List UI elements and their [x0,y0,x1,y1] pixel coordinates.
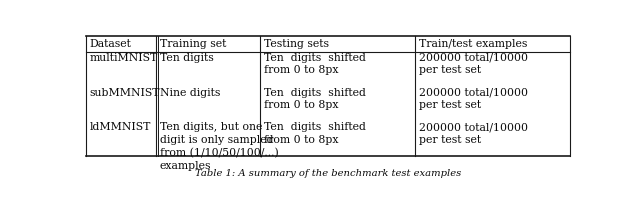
Text: Dataset: Dataset [90,39,131,49]
Text: subMMNIST: subMMNIST [90,88,160,98]
Text: Ten digits, but one
digit is only sampled
from (1/10/50/100/...)
examples: Ten digits, but one digit is only sample… [159,122,278,171]
Text: Ten digits: Ten digits [159,53,213,63]
Text: 200000 total/10000
per test set: 200000 total/10000 per test set [419,53,527,76]
Text: multiMNIST: multiMNIST [90,53,157,63]
Text: 200000 total/10000
per test set: 200000 total/10000 per test set [419,88,527,110]
Text: Ten  digits  shifted
from 0 to 8px: Ten digits shifted from 0 to 8px [264,53,365,76]
Text: Training set: Training set [159,39,226,49]
Text: Testing sets: Testing sets [264,39,329,49]
Text: Nine digits: Nine digits [159,88,220,98]
Text: Train/test examples: Train/test examples [419,39,527,49]
Text: 200000 total/10000
per test set: 200000 total/10000 per test set [419,122,527,145]
Text: ldMMNIST: ldMMNIST [90,122,151,132]
Text: Table 1: A summary of the benchmark test examples: Table 1: A summary of the benchmark test… [195,169,461,178]
Text: Ten  digits  shifted
from 0 to 8px: Ten digits shifted from 0 to 8px [264,122,365,145]
Text: Ten  digits  shifted
from 0 to 8px: Ten digits shifted from 0 to 8px [264,88,365,110]
